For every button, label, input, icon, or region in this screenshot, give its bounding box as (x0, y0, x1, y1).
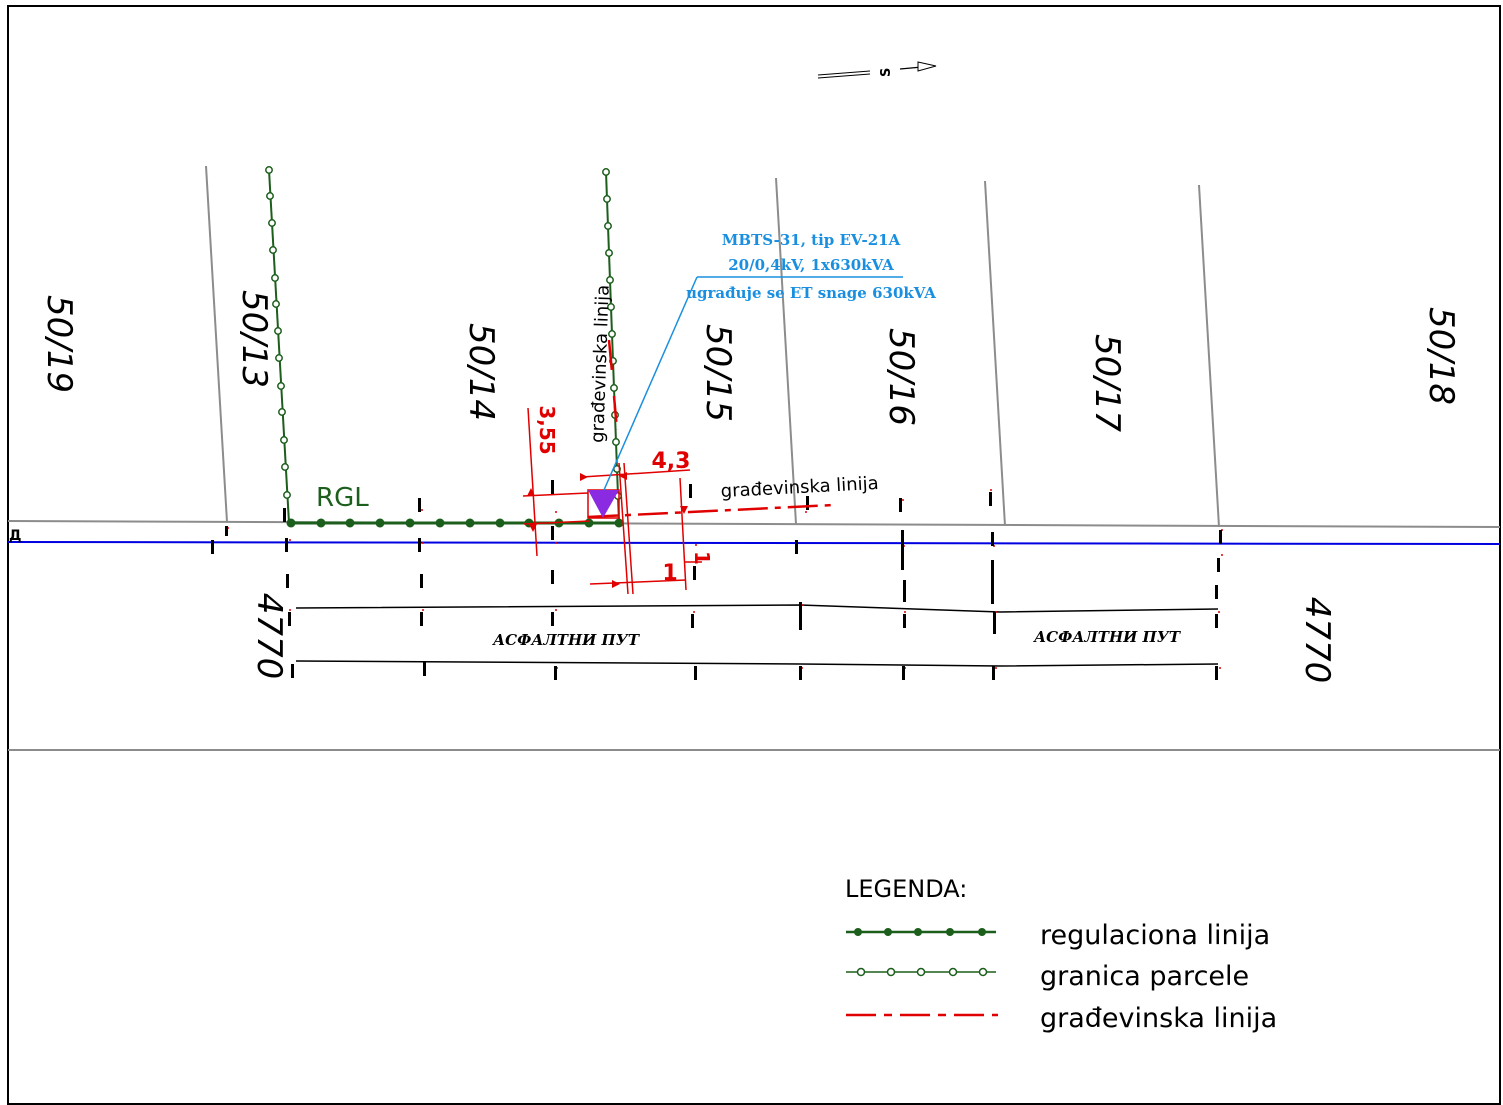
road-name-right: АСФАЛТНИ ПУТ (1033, 628, 1182, 646)
road-edges (295, 604, 1219, 667)
legend-title: LEGENDA: (845, 875, 967, 903)
rgl-label: RGL (316, 483, 369, 513)
legend-label-parcel-border: granica parcele (1040, 961, 1249, 992)
map-frame (7, 5, 1501, 1105)
building-line-label-vertical: građevinska linija (587, 284, 614, 443)
survey-point-marks (211, 480, 1223, 680)
legend: LEGENDA: regulaciona linija granica parc… (845, 875, 1277, 1034)
parcel-boundaries (7, 165, 1501, 751)
substation-note: MBTS-31, tip EV-21A 20/0,4kV, 1x630kVA u… (603, 231, 936, 491)
parcel-label-3: 50/14 (461, 323, 501, 421)
note-line-3: ugrađuje se ET snage 630kVA (686, 284, 936, 302)
legend-label-regulation: regulaciona linija (1040, 920, 1270, 951)
road-name-left: АСФАЛТНИ ПУТ (492, 631, 641, 649)
building-line (587, 339, 835, 519)
legend-symbol-parcel-border (846, 967, 996, 977)
note-line-2: 20/0,4kV, 1x630kVA (728, 256, 894, 274)
dimension-lines (522, 407, 702, 595)
parcel-border-middle (602, 168, 622, 524)
regulation-line (286, 518, 624, 528)
dimension-arrows (527, 472, 688, 588)
dimension-d4: 1 (690, 551, 714, 565)
parcel-border-left (265, 166, 291, 524)
north-arrow-icon: S (817, 61, 937, 79)
road-parcel-label-left: 4770 (249, 593, 289, 680)
legend-symbol-regulation (846, 928, 996, 936)
note-line-1: MBTS-31, tip EV-21A (722, 231, 901, 249)
road-axis-line (7, 541, 1501, 545)
dimension-d3: 1 (662, 561, 677, 586)
road-edge-letter: Д (9, 528, 21, 544)
parcel-label-2: 50/13 (234, 290, 274, 388)
north-marker-label: S (879, 68, 894, 77)
parcel-label-5: 50/16 (881, 328, 921, 426)
dimension-d1: 3,55 (535, 405, 559, 454)
building-line-label-horizontal: građevinska linija (720, 473, 879, 502)
substation-icon (587, 489, 620, 519)
dimension-d2: 4,3 (652, 449, 691, 474)
legend-label-building-line: građevinska linija (1040, 1003, 1277, 1034)
parcel-label-4: 50/15 (698, 324, 738, 422)
parcel-label-7: 50/18 (1421, 307, 1461, 405)
parcel-label-6: 50/17 (1087, 334, 1127, 432)
parcel-label-1: 50/19 (39, 295, 79, 393)
road-parcel-label-right: 4770 (1297, 597, 1337, 684)
